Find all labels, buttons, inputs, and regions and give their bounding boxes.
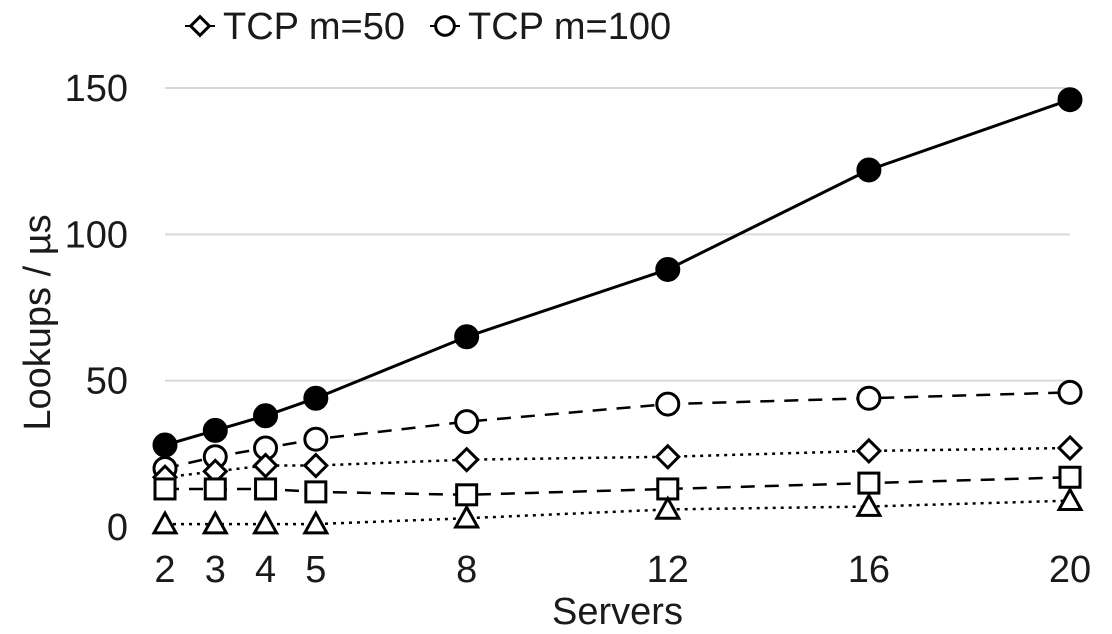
legend-marker-open-diamond xyxy=(188,14,212,38)
data-point-filled-circle xyxy=(1057,87,1083,113)
data-point-open-diamond xyxy=(302,452,329,479)
data-point-open-square xyxy=(203,477,227,501)
data-point-open-square xyxy=(304,480,328,504)
y-tick-label: 100 xyxy=(65,214,128,256)
data-point-open-circle xyxy=(655,391,681,417)
y-axis-title: Lookups / µs xyxy=(17,214,59,430)
data-point-open-square xyxy=(857,471,881,495)
data-point-open-diamond xyxy=(654,443,681,470)
data-point-open-square xyxy=(1058,465,1082,489)
data-point-open-circle xyxy=(856,385,882,411)
legend-marker-open-circle xyxy=(434,15,456,37)
series-lines xyxy=(164,98,1071,526)
series-line-open-diamond xyxy=(164,446,1071,479)
legend: TCP m=50 TCP m=100 xyxy=(185,6,671,48)
y-tick-label: 150 xyxy=(65,68,128,110)
data-point-open-circle xyxy=(1057,379,1083,405)
data-point-open-triangle xyxy=(302,509,330,535)
data-point-filled-circle xyxy=(152,432,178,458)
x-tick-label: 8 xyxy=(456,549,477,591)
data-point-open-diamond xyxy=(855,437,883,465)
data-point-open-diamond xyxy=(1056,434,1084,462)
data-point-filled-circle xyxy=(253,403,279,429)
gridlines xyxy=(165,87,1070,382)
x-tick-label: 2 xyxy=(154,549,175,591)
data-point-filled-circle xyxy=(202,417,228,443)
x-tick-label: 16 xyxy=(848,549,890,591)
data-point-open-square xyxy=(254,477,278,501)
data-point-open-triangle xyxy=(654,495,682,520)
x-tick-label: 4 xyxy=(255,549,276,591)
legend-label: TCP m=100 xyxy=(468,6,671,48)
data-point-filled-circle xyxy=(856,157,882,183)
series-line-filled-circle xyxy=(164,98,1071,447)
data-point-open-circle xyxy=(303,426,329,452)
data-point-open-triangle xyxy=(855,492,883,517)
y-tick-label: 0 xyxy=(107,507,128,549)
data-point-open-square xyxy=(153,477,177,501)
legend-label: TCP m=50 xyxy=(223,6,405,48)
data-point-open-triangle xyxy=(252,509,280,535)
data-point-open-triangle xyxy=(201,509,229,535)
data-point-open-diamond xyxy=(252,452,279,479)
data-point-filled-circle xyxy=(655,256,681,282)
x-tick-label: 3 xyxy=(205,549,226,591)
axes: 0 50 100 150 2 3 4 5 8 12 16 20 Servers Lookups / µs xyxy=(17,68,1091,633)
x-tick-label: 5 xyxy=(305,549,326,591)
data-point-open-triangle xyxy=(453,504,481,529)
data-point-open-circle xyxy=(454,409,480,435)
data-point-open-diamond xyxy=(453,446,480,473)
data-point-open-triangle xyxy=(1056,486,1084,511)
data-point-filled-circle xyxy=(303,385,329,411)
x-tick-label: 20 xyxy=(1049,549,1091,591)
series-line-open-triangle xyxy=(165,499,1071,526)
series-markers xyxy=(151,87,1084,535)
x-axis-title: Servers xyxy=(552,591,683,629)
y-tick-label: 50 xyxy=(86,361,128,403)
data-point-open-triangle xyxy=(151,509,179,535)
data-point-filled-circle xyxy=(454,324,480,350)
x-tick-label: 12 xyxy=(647,549,689,591)
series-line-open-square xyxy=(165,475,1071,497)
data-point-open-square xyxy=(455,483,479,507)
